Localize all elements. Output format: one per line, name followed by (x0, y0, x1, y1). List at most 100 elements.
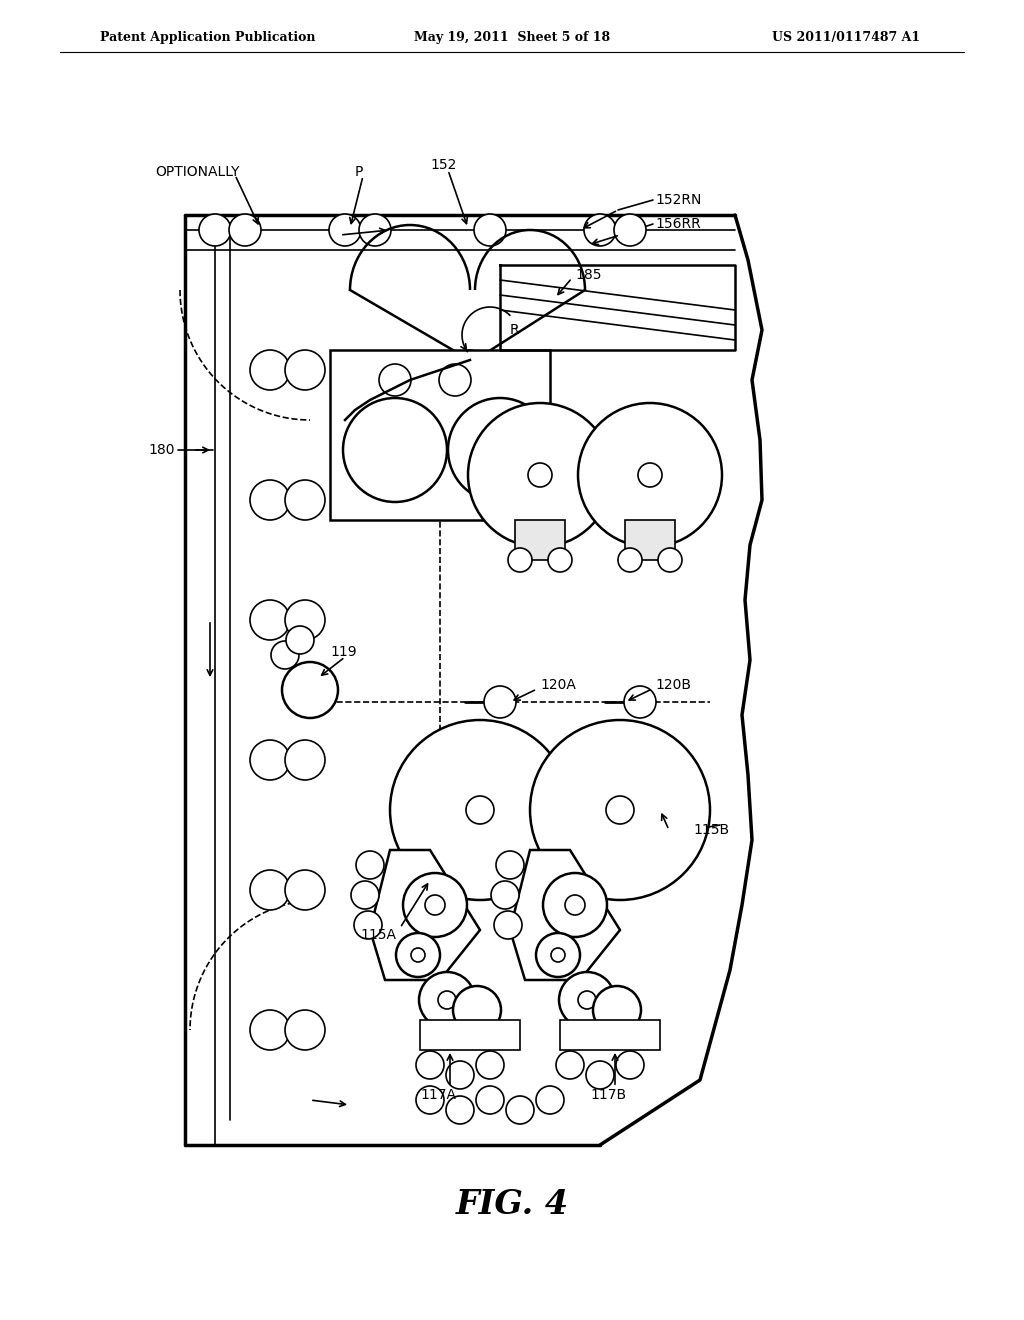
Circle shape (492, 502, 508, 517)
Circle shape (250, 741, 290, 780)
Circle shape (285, 480, 325, 520)
Text: P: P (355, 165, 364, 180)
Circle shape (474, 214, 506, 246)
Circle shape (250, 601, 290, 640)
Circle shape (379, 364, 411, 396)
Circle shape (229, 214, 261, 246)
Circle shape (354, 911, 382, 939)
Circle shape (356, 851, 384, 879)
Circle shape (565, 895, 585, 915)
Text: R: R (510, 323, 519, 337)
Circle shape (282, 663, 338, 718)
Circle shape (536, 933, 580, 977)
Circle shape (496, 851, 524, 879)
Circle shape (329, 214, 361, 246)
Circle shape (476, 1051, 504, 1078)
Circle shape (624, 686, 656, 718)
Bar (330, 350, 550, 520)
Circle shape (343, 399, 447, 502)
Circle shape (616, 1051, 644, 1078)
Text: 152: 152 (430, 158, 457, 172)
Circle shape (593, 986, 641, 1034)
Polygon shape (510, 850, 620, 979)
Circle shape (390, 719, 570, 900)
Circle shape (494, 911, 522, 939)
Polygon shape (370, 850, 480, 979)
Circle shape (606, 796, 634, 824)
Bar (625, 520, 675, 560)
Circle shape (449, 399, 552, 502)
Bar (420, 1020, 520, 1049)
Circle shape (492, 486, 508, 502)
Circle shape (416, 1086, 444, 1114)
Text: FIG. 4: FIG. 4 (456, 1188, 568, 1221)
Circle shape (446, 1096, 474, 1125)
Circle shape (425, 895, 445, 915)
Text: 185: 185 (575, 268, 601, 282)
Circle shape (453, 986, 501, 1034)
Circle shape (250, 350, 290, 389)
Bar (560, 1020, 660, 1049)
Circle shape (584, 214, 616, 246)
Circle shape (416, 1051, 444, 1078)
Circle shape (285, 1010, 325, 1049)
Circle shape (490, 880, 519, 909)
Circle shape (506, 1096, 534, 1125)
Circle shape (578, 403, 722, 546)
Circle shape (551, 948, 565, 962)
Circle shape (396, 933, 440, 977)
Circle shape (446, 1061, 474, 1089)
Text: 152RN: 152RN (655, 193, 701, 207)
Circle shape (658, 548, 682, 572)
Circle shape (250, 870, 290, 909)
Circle shape (543, 873, 607, 937)
Circle shape (359, 214, 391, 246)
Circle shape (460, 350, 480, 370)
Circle shape (536, 1086, 564, 1114)
Circle shape (285, 741, 325, 780)
Circle shape (618, 548, 642, 572)
Text: US 2011/0117487 A1: US 2011/0117487 A1 (772, 30, 920, 44)
Text: 180: 180 (148, 444, 174, 457)
Text: 117A: 117A (420, 1088, 456, 1102)
Circle shape (411, 948, 425, 962)
Text: 119: 119 (330, 645, 356, 659)
Circle shape (285, 870, 325, 909)
Circle shape (482, 467, 518, 503)
Text: Patent Application Publication: Patent Application Publication (100, 30, 315, 44)
Circle shape (199, 214, 231, 246)
Text: OPTIONALLY: OPTIONALLY (155, 165, 240, 180)
Circle shape (578, 991, 596, 1008)
Circle shape (271, 642, 299, 669)
Circle shape (351, 880, 379, 909)
Circle shape (548, 548, 572, 572)
Text: 156RR: 156RR (655, 216, 700, 231)
Bar (515, 520, 565, 560)
Circle shape (559, 972, 615, 1028)
Circle shape (403, 873, 467, 937)
Text: 115A: 115A (360, 928, 396, 942)
Text: 115B: 115B (693, 822, 729, 837)
Circle shape (438, 991, 456, 1008)
Circle shape (638, 463, 662, 487)
Text: 120A: 120A (540, 678, 575, 692)
Circle shape (476, 1086, 504, 1114)
Circle shape (586, 1061, 614, 1089)
Circle shape (530, 719, 710, 900)
Circle shape (250, 1010, 290, 1049)
Circle shape (439, 364, 471, 396)
Circle shape (614, 214, 646, 246)
Circle shape (466, 796, 494, 824)
Text: 120B: 120B (655, 678, 691, 692)
Text: May 19, 2011  Sheet 5 of 18: May 19, 2011 Sheet 5 of 18 (414, 30, 610, 44)
Circle shape (528, 463, 552, 487)
Circle shape (556, 1051, 584, 1078)
Circle shape (508, 548, 532, 572)
Circle shape (285, 601, 325, 640)
Circle shape (468, 403, 612, 546)
Text: 117B: 117B (590, 1088, 626, 1102)
Circle shape (419, 972, 475, 1028)
Circle shape (250, 480, 290, 520)
Circle shape (484, 686, 516, 718)
Circle shape (286, 626, 314, 653)
